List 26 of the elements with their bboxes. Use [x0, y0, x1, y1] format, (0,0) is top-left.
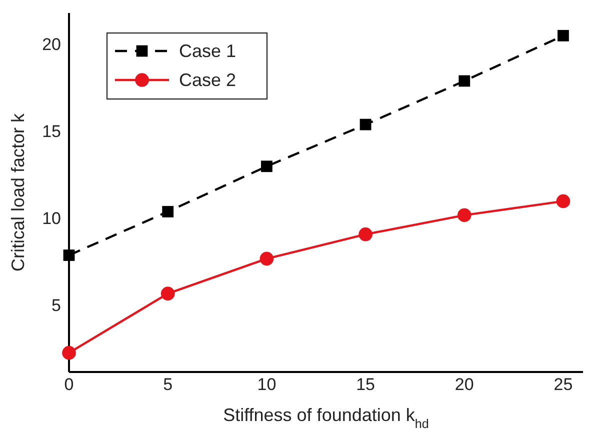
point	[162, 206, 174, 218]
point	[260, 252, 274, 266]
point	[458, 75, 470, 87]
point	[63, 250, 75, 261]
y-tick-label: 10	[42, 209, 61, 228]
y-tick-label: 5	[52, 296, 61, 316]
x-tick-label: 15	[356, 375, 375, 394]
y-axis-title: Critical load factor k	[8, 112, 28, 272]
y-tick-label: 15	[42, 122, 61, 141]
x-tick-label: 25	[554, 375, 573, 394]
x-tick-label: 20	[454, 375, 474, 394]
x-tick-label: 0	[64, 375, 74, 394]
x-axis-title: Stiffness of foundation k$_{hd}$	[223, 405, 429, 431]
point	[558, 30, 569, 42]
y-tick-label: 20	[42, 34, 61, 54]
point	[457, 208, 472, 222]
point	[260, 160, 272, 172]
point	[160, 286, 175, 300]
legend-label: Case 2	[179, 70, 236, 90]
point	[358, 227, 372, 242]
legend-label: Case 1	[179, 41, 236, 61]
point	[556, 194, 570, 208]
x-tick-label: 5	[163, 375, 173, 394]
point	[360, 118, 372, 130]
x-tick-label: 10	[257, 375, 276, 394]
point	[62, 346, 76, 360]
